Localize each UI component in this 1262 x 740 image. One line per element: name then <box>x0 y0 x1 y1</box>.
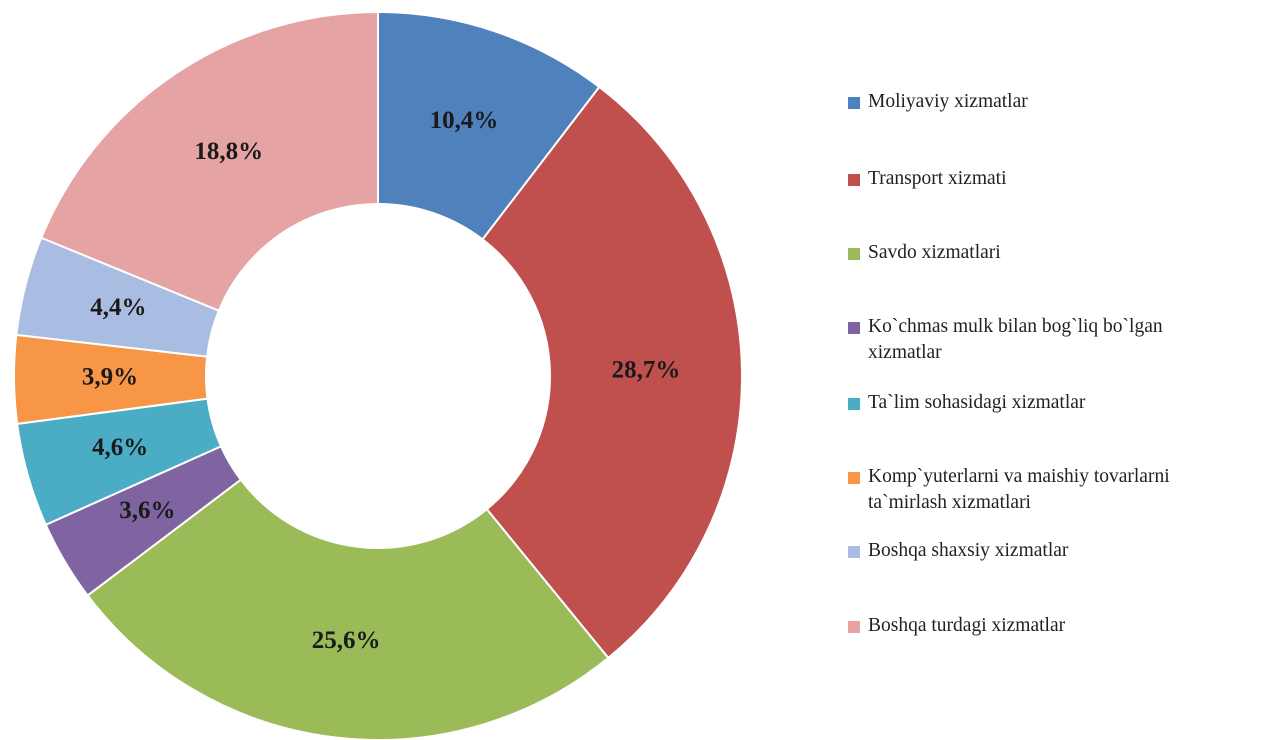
legend-label: Komp`yuterlarni va maishiy tovarlarni ta… <box>868 466 1170 513</box>
legend-swatch <box>848 472 860 484</box>
data-label: 10,4% <box>430 107 499 134</box>
slice <box>481 85 743 660</box>
data-label: 3,9% <box>82 363 138 390</box>
legend-swatch <box>848 546 860 558</box>
data-label: 4,6% <box>92 434 148 461</box>
data-label: 18,8% <box>194 138 263 165</box>
legend-item: Savdo xizmatlari <box>848 240 1198 266</box>
legend-label: Boshqa turdagi xizmatlar <box>868 615 1066 636</box>
legend-item: Boshqa shaxsiy xizmatlar <box>848 538 1198 564</box>
legend-swatch <box>848 322 860 334</box>
legend-label: Savdo xizmatlari <box>868 242 1001 263</box>
legend-label: Transport xizmati <box>868 168 1007 189</box>
legend-item: Transport xizmati <box>848 166 1198 192</box>
data-label: 4,4% <box>90 294 146 321</box>
data-label: 3,6% <box>119 497 175 524</box>
legend-swatch <box>848 174 860 186</box>
legend-label: Ta`lim sohasidagi xizmatlar <box>868 392 1086 413</box>
legend-label: Boshqa shaxsiy xizmatlar <box>868 540 1069 561</box>
legend-label: Ko`chmas mulk bilan bog`liq bo`lgan xizm… <box>868 316 1163 363</box>
legend-item: Ko`chmas mulk bilan bog`liq bo`lgan xizm… <box>848 314 1198 366</box>
chart: 10,4% 28,7% 25,6% 3,6% 4,6% 3,9% 4,4% 18,8% <box>13 10 743 740</box>
legend-swatch <box>848 398 860 410</box>
data-label: 28,7% <box>612 357 681 384</box>
legend-item: Komp`yuterlarni va maishiy tovarlarni ta… <box>848 464 1198 516</box>
legend-swatch <box>848 248 860 260</box>
legend-swatch <box>848 621 860 633</box>
data-label: 25,6% <box>312 627 381 654</box>
slice <box>39 10 379 312</box>
legend-swatch <box>848 97 860 109</box>
legend-item: Moliyaviy xizmatlar <box>848 89 1198 115</box>
legend-item: Ta`lim sohasidagi xizmatlar <box>848 390 1198 416</box>
legend-item: Boshqa turdagi xizmatlar <box>848 613 1198 639</box>
slice <box>86 478 610 740</box>
legend-label: Moliyaviy xizmatlar <box>868 91 1028 112</box>
